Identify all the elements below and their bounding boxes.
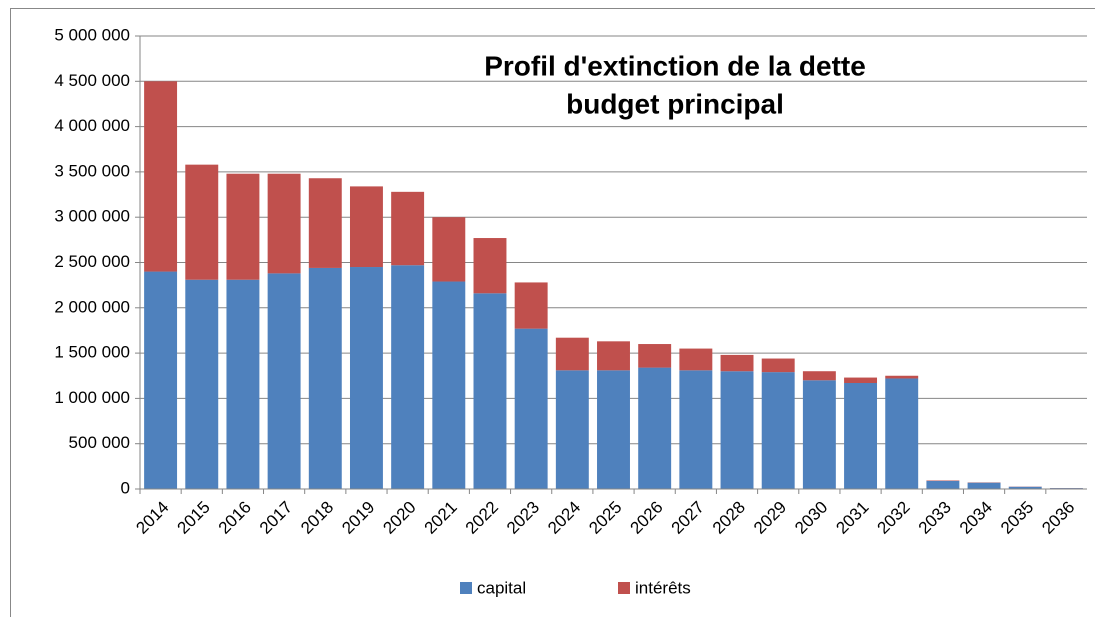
- x-tick-label: 2016: [215, 498, 255, 538]
- x-tick-label: 2028: [709, 498, 749, 538]
- bar-segment: [308, 267, 342, 489]
- bar-segment: [885, 378, 919, 489]
- bar-segment: [761, 372, 795, 489]
- legend-swatch: [618, 582, 630, 594]
- bar-segment: [349, 186, 383, 268]
- x-tick-label: 2031: [832, 498, 872, 538]
- bar-segment: [802, 380, 836, 489]
- x-tick-label: 2020: [379, 498, 419, 538]
- bar-segment: [926, 480, 960, 489]
- x-tick-label: 2026: [626, 498, 666, 538]
- bar-segment: [597, 370, 630, 489]
- bar-segment: [308, 178, 342, 268]
- y-tick-label: 4 000 000: [54, 116, 130, 135]
- y-tick-label: 1 500 000: [54, 343, 130, 362]
- bar-segment: [432, 217, 466, 282]
- chart-title: budget principal: [566, 88, 784, 119]
- y-tick-label: 1 000 000: [54, 388, 130, 407]
- bar-segment: [679, 370, 713, 489]
- x-tick-label: 2029: [750, 498, 790, 538]
- bar-segment: [638, 344, 672, 368]
- bar-segment: [844, 382, 878, 489]
- bar-segment: [473, 293, 507, 489]
- bar-segment: [761, 358, 795, 373]
- x-tick-label: 2035: [997, 498, 1037, 538]
- y-tick-label: 3 000 000: [54, 207, 130, 226]
- bar-segment: [185, 164, 219, 280]
- y-tick-label: 2 000 000: [54, 297, 130, 316]
- bar-segment: [802, 371, 836, 381]
- x-tick-label: 2036: [1038, 498, 1078, 538]
- y-tick-label: 500 000: [69, 433, 130, 452]
- chart-title: Profil d'extinction de la dette: [484, 50, 866, 81]
- bar-segment: [720, 371, 754, 489]
- bar-segment: [597, 341, 630, 371]
- bar-segment: [349, 267, 383, 489]
- bar-segment: [514, 328, 548, 489]
- x-tick-label: 2027: [668, 498, 708, 538]
- x-tick-label: 2018: [297, 498, 337, 538]
- bar-segment: [638, 367, 672, 489]
- y-tick-label: 0: [121, 478, 130, 497]
- bar-segment: [144, 81, 178, 272]
- x-tick-label: 2015: [174, 498, 214, 538]
- y-tick-label: 3 500 000: [54, 161, 130, 180]
- bar-segment: [555, 370, 589, 489]
- legend-swatch: [460, 582, 472, 594]
- bar-segment: [391, 191, 425, 266]
- x-tick-label: 2019: [338, 498, 378, 538]
- bar-segment: [267, 273, 301, 489]
- bar-segment: [555, 337, 589, 371]
- bar-segment: [844, 377, 878, 383]
- bar-segment: [1008, 486, 1042, 489]
- bar-segment: [267, 173, 301, 274]
- bar-segment: [720, 354, 754, 372]
- x-tick-label: 2032: [874, 498, 914, 538]
- x-tick-label: 2023: [503, 498, 543, 538]
- x-tick-label: 2024: [544, 498, 584, 538]
- bar-segment: [226, 279, 260, 489]
- bar-segment: [473, 238, 507, 294]
- x-tick-label: 2033: [915, 498, 955, 538]
- y-tick-label: 5 000 000: [54, 25, 130, 44]
- bar-segment: [967, 482, 1001, 489]
- x-tick-label: 2021: [421, 498, 461, 538]
- y-tick-label: 2 500 000: [54, 252, 130, 271]
- x-tick-label: 2014: [132, 498, 172, 538]
- bar-segment: [432, 281, 466, 489]
- x-tick-label: 2030: [791, 498, 831, 538]
- x-tick-label: 2022: [462, 498, 502, 538]
- legend-label: intérêts: [635, 578, 691, 597]
- bar-segment: [185, 279, 219, 489]
- bar-segment: [679, 348, 713, 371]
- bar-segment: [226, 173, 260, 280]
- legend-label: capital: [477, 578, 526, 597]
- x-tick-label: 2034: [956, 498, 996, 538]
- bar-segment: [391, 265, 425, 489]
- bar-segment: [514, 282, 548, 329]
- y-tick-label: 4 500 000: [54, 71, 130, 90]
- x-tick-label: 2017: [256, 498, 296, 538]
- x-tick-label: 2025: [585, 498, 625, 538]
- bar-segment: [144, 271, 178, 489]
- bar-segment: [885, 375, 919, 379]
